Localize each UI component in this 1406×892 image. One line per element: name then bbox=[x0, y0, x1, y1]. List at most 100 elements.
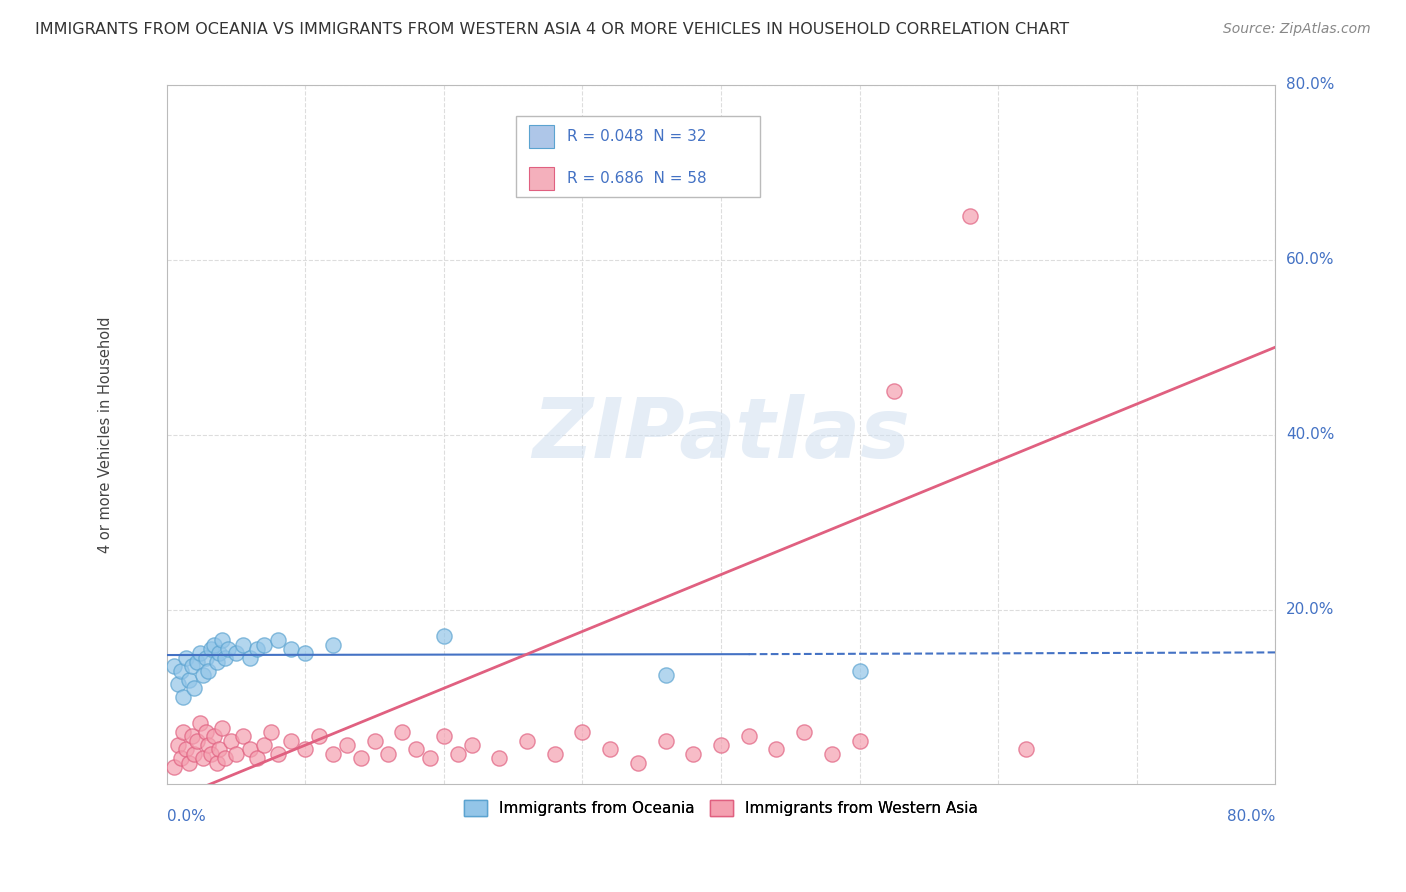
Point bbox=[848, 733, 870, 747]
Point bbox=[793, 725, 815, 739]
Point bbox=[177, 756, 200, 770]
Point bbox=[571, 725, 593, 739]
Point bbox=[232, 730, 254, 744]
Point bbox=[188, 716, 211, 731]
Point bbox=[225, 747, 247, 761]
Point bbox=[163, 659, 186, 673]
Point bbox=[202, 638, 225, 652]
Point bbox=[363, 733, 385, 747]
Point bbox=[260, 725, 283, 739]
Point bbox=[197, 738, 219, 752]
Point bbox=[208, 646, 231, 660]
Point bbox=[200, 641, 222, 656]
Point bbox=[280, 641, 302, 656]
Text: 60.0%: 60.0% bbox=[1286, 252, 1334, 268]
Point bbox=[191, 751, 214, 765]
Point bbox=[308, 730, 330, 744]
Point bbox=[169, 751, 191, 765]
Point bbox=[169, 664, 191, 678]
FancyBboxPatch shape bbox=[529, 167, 554, 190]
Point bbox=[294, 742, 316, 756]
Point bbox=[202, 730, 225, 744]
Point bbox=[183, 747, 205, 761]
Point bbox=[405, 742, 427, 756]
Point bbox=[246, 641, 269, 656]
Point bbox=[197, 664, 219, 678]
Point bbox=[391, 725, 413, 739]
Point bbox=[294, 646, 316, 660]
Point bbox=[737, 730, 759, 744]
Point bbox=[174, 742, 197, 756]
Point bbox=[180, 659, 202, 673]
Point bbox=[172, 690, 194, 704]
Text: 20.0%: 20.0% bbox=[1286, 602, 1334, 617]
Point bbox=[266, 747, 288, 761]
Point bbox=[186, 655, 208, 669]
Point bbox=[205, 655, 228, 669]
Text: 0.0%: 0.0% bbox=[167, 809, 205, 824]
Point bbox=[180, 730, 202, 744]
Text: R = 0.686  N = 58: R = 0.686 N = 58 bbox=[567, 171, 707, 186]
Point bbox=[246, 751, 269, 765]
Point bbox=[211, 633, 233, 648]
Text: 40.0%: 40.0% bbox=[1286, 427, 1334, 442]
Text: 80.0%: 80.0% bbox=[1227, 809, 1275, 824]
Point bbox=[460, 738, 482, 752]
Text: R = 0.048  N = 32: R = 0.048 N = 32 bbox=[567, 128, 706, 144]
Point bbox=[627, 756, 650, 770]
Point bbox=[194, 725, 217, 739]
Point bbox=[883, 384, 905, 398]
Point bbox=[167, 738, 190, 752]
Point bbox=[163, 760, 186, 774]
Point bbox=[336, 738, 359, 752]
Point bbox=[322, 747, 344, 761]
Point bbox=[377, 747, 399, 761]
Point bbox=[172, 725, 194, 739]
Legend: Immigrants from Oceania, Immigrants from Western Asia: Immigrants from Oceania, Immigrants from… bbox=[458, 794, 984, 822]
Point bbox=[433, 730, 456, 744]
Point bbox=[654, 668, 676, 682]
Point bbox=[191, 668, 214, 682]
Point bbox=[848, 664, 870, 678]
Point bbox=[177, 673, 200, 687]
FancyBboxPatch shape bbox=[516, 117, 759, 197]
Point bbox=[266, 633, 288, 648]
Text: 4 or more Vehicles in Household: 4 or more Vehicles in Household bbox=[98, 317, 114, 553]
Point bbox=[280, 733, 302, 747]
Point bbox=[654, 733, 676, 747]
Point bbox=[200, 747, 222, 761]
Point bbox=[433, 629, 456, 643]
Point bbox=[239, 742, 262, 756]
Point bbox=[239, 650, 262, 665]
Point bbox=[821, 747, 844, 761]
Point bbox=[350, 751, 373, 765]
Text: Source: ZipAtlas.com: Source: ZipAtlas.com bbox=[1223, 22, 1371, 37]
Point bbox=[253, 738, 276, 752]
Point bbox=[186, 733, 208, 747]
Point bbox=[599, 742, 621, 756]
Point bbox=[765, 742, 787, 756]
Point bbox=[219, 733, 242, 747]
Point bbox=[419, 751, 441, 765]
Point bbox=[208, 742, 231, 756]
Point bbox=[211, 721, 233, 735]
Text: 80.0%: 80.0% bbox=[1286, 78, 1334, 93]
Text: ZIPatlas: ZIPatlas bbox=[531, 394, 910, 475]
Point bbox=[225, 646, 247, 660]
Point bbox=[214, 650, 236, 665]
Point bbox=[682, 747, 704, 761]
Point bbox=[167, 677, 190, 691]
Point bbox=[1015, 742, 1038, 756]
Point bbox=[214, 751, 236, 765]
FancyBboxPatch shape bbox=[529, 125, 554, 148]
Point bbox=[516, 733, 538, 747]
Point bbox=[322, 638, 344, 652]
Text: IMMIGRANTS FROM OCEANIA VS IMMIGRANTS FROM WESTERN ASIA 4 OR MORE VEHICLES IN HO: IMMIGRANTS FROM OCEANIA VS IMMIGRANTS FR… bbox=[35, 22, 1070, 37]
Point bbox=[217, 641, 239, 656]
Point bbox=[544, 747, 567, 761]
Point bbox=[959, 209, 981, 223]
Point bbox=[232, 638, 254, 652]
Point bbox=[447, 747, 470, 761]
Point bbox=[188, 646, 211, 660]
Point bbox=[174, 650, 197, 665]
